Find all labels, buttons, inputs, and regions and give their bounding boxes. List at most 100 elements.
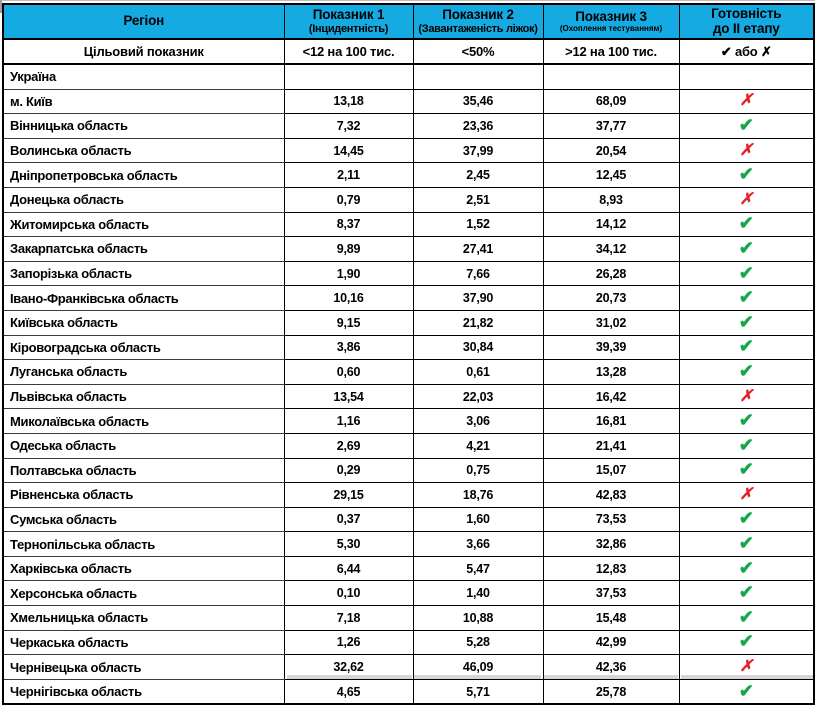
indicator-value: 2,51: [466, 192, 490, 207]
indicator-value: 10,88: [462, 610, 494, 625]
indicator-value: 39,39: [595, 340, 627, 355]
indicator-value: 0,29: [336, 463, 361, 478]
indicator-value: 46,09: [462, 660, 494, 675]
region-cell: Волинська область: [2, 137, 285, 164]
indicator-value: 7,32: [336, 118, 361, 133]
indicator-value: 12,45: [595, 168, 627, 183]
readiness-cell: ✗: [678, 186, 815, 213]
indicator-value: 12,83: [595, 561, 627, 576]
header-readiness-line1: Готовність: [711, 5, 782, 21]
check-icon: ✔: [738, 508, 754, 529]
region-cell: Миколаївська область: [2, 408, 285, 434]
indicator-value: 0,60: [336, 364, 361, 379]
cross-icon: ✗: [739, 190, 753, 208]
indicator-3-value-cell: 73,53: [542, 506, 680, 533]
screen-top-edge-line: [0, 0, 815, 1]
indicator-value: 13,18: [333, 94, 364, 109]
indicator-value: 23,36: [462, 118, 494, 133]
readiness-cell: ✔: [678, 162, 815, 188]
indicator-value: 25,78: [595, 684, 627, 699]
region-label: Донецька область: [10, 192, 124, 208]
table-row: Дніпропетровська область 2,11 2,45 12,45…: [2, 162, 815, 188]
table-row: Черкаська область 1,26 5,28 42,99 ✔: [2, 629, 815, 656]
target-value-1: <12 на 100 тис.: [302, 44, 395, 59]
readiness-cell: ✗: [678, 137, 815, 164]
indicator-value: 9,15: [336, 315, 361, 330]
check-icon: ✔: [738, 410, 754, 431]
indicator-value: 2,45: [466, 168, 490, 183]
header-indicator-1-title: Показник 1: [312, 7, 385, 23]
table-row: Сумська область 0,37 1,60 73,53 ✔: [2, 506, 815, 533]
indicator-value: 1,90: [336, 266, 361, 281]
indicator-2-value-cell: 1,60: [412, 506, 544, 533]
region-cell: м. Київ: [2, 88, 285, 115]
indicator-3-value-cell: 16,81: [542, 408, 680, 434]
cross-icon: ✗: [739, 141, 753, 159]
check-icon: ✔: [738, 631, 754, 652]
indicator-value: 7,66: [466, 266, 490, 281]
indicator-value: 26,28: [595, 266, 627, 281]
indicator-3-value-cell: 8,93: [542, 186, 680, 213]
table-body: Україна м. Київ 13,18 35,46 68,09 ✗ Вінн…: [2, 63, 815, 705]
indicator-value: 8,37: [336, 217, 361, 232]
indicator-3-value-cell: 31,02: [542, 309, 680, 336]
indicator-value: 1,52: [466, 217, 490, 232]
indicator-value: 4,21: [466, 438, 490, 453]
header-region: Регіон: [2, 3, 285, 40]
region-label: Закарпатська область: [10, 241, 148, 257]
readiness-cell: ✔: [678, 605, 815, 631]
indicator-2-value-cell: 2,51: [412, 186, 544, 213]
check-icon: ✔: [738, 360, 754, 381]
indicator-3-value-cell: 39,39: [542, 334, 680, 361]
header-indicator-1: Показник 1 (Інцидентність): [283, 3, 414, 40]
indicator-3-value-cell: 13,28: [542, 359, 680, 385]
indicator-value: 5,28: [466, 635, 490, 650]
indicator-2-value-cell: 1,52: [412, 211, 544, 238]
indicator-value: 20,73: [595, 291, 627, 306]
table-row: Миколаївська область 1,16 3,06 16,81 ✔: [2, 408, 815, 434]
indicator-value: 5,47: [466, 561, 490, 576]
indicator-value: 1,40: [466, 586, 490, 601]
table-row: Луганська область 0,60 0,61 13,28 ✔: [2, 359, 815, 385]
indicator-1-value-cell: 3,86: [283, 334, 414, 361]
indicator-1-value-cell: [283, 63, 414, 90]
header-indicator-2: Показник 2 (Завантаженість ліжок): [412, 3, 544, 40]
indicator-1-value-cell: 1,90: [283, 260, 414, 287]
indicator-2-value-cell: 35,46: [412, 88, 544, 115]
indicator-value: 0,61: [466, 364, 490, 379]
header-region-label: Регіон: [123, 13, 165, 29]
region-cell: Житомирська область: [2, 211, 285, 238]
indicator-value: 42,83: [595, 487, 627, 502]
indicator-value: 13,28: [595, 364, 627, 379]
indicator-2-value-cell: 37,99: [412, 137, 544, 164]
indicator-1-value-cell: 13,18: [283, 88, 414, 115]
region-cell: Донецька область: [2, 186, 285, 213]
indicator-3-value-cell: 26,28: [542, 260, 680, 287]
region-cell: Дніпропетровська область: [2, 162, 285, 188]
table-header: Регіон Показник 1 (Інцидентність) Показн…: [2, 3, 815, 40]
cross-icon: ✗: [739, 485, 753, 503]
indicator-1-value-cell: 1,26: [283, 629, 414, 656]
readiness-cell: ✔: [678, 359, 815, 385]
indicator-1-value-cell: 10,16: [283, 285, 414, 311]
indicator-value: 5,30: [336, 537, 361, 552]
region-label: Київська область: [10, 315, 118, 331]
check-icon: ✔: [738, 533, 754, 554]
region-cell: Луганська область: [2, 359, 285, 385]
indicator-value: 9,89: [336, 241, 361, 256]
indicator-value: 3,66: [466, 537, 490, 552]
table-row: Закарпатська область 9,89 27,41 34,12 ✔: [2, 236, 815, 262]
indicator-value: 21,82: [462, 315, 494, 330]
indicator-value: 42,99: [595, 635, 627, 650]
indicator-1-value-cell: 13,54: [283, 383, 414, 410]
region-label: Полтавська область: [10, 462, 137, 478]
readiness-cell: ✔: [678, 555, 815, 582]
readiness-cell: ✔: [678, 260, 815, 287]
region-cell: Полтавська область: [2, 457, 285, 484]
region-label: Вінницька область: [10, 118, 128, 134]
indicator-value: 13,54: [333, 389, 364, 404]
region-label: Сумська область: [10, 511, 117, 527]
table-row: Кіровоградська область 3,86 30,84 39,39 …: [2, 334, 815, 361]
region-label: Дніпропетровська область: [10, 167, 178, 183]
indicator-3-value-cell: 21,41: [542, 432, 680, 459]
